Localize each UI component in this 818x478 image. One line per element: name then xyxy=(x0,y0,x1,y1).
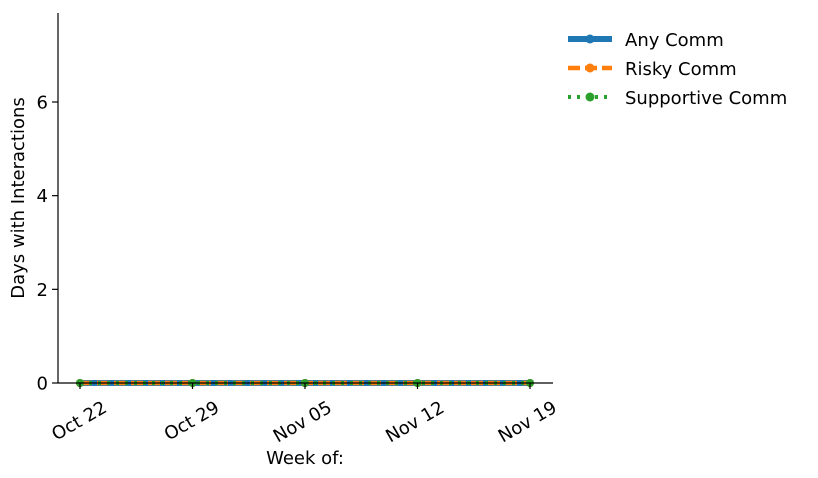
legend-label: Any Comm xyxy=(625,30,724,51)
y-tick-label: 2 xyxy=(37,280,48,301)
x-ticks: Oct 22 Oct 29 Nov 05 Nov 12 Nov 19 xyxy=(48,383,561,447)
legend-marker xyxy=(585,63,595,73)
legend: Any Comm Risky Comm Supportive Comm xyxy=(568,30,787,109)
legend-label: Risky Comm xyxy=(625,59,737,80)
x-tick-label: Nov 05 xyxy=(270,397,336,447)
x-tick-label: Nov 19 xyxy=(495,397,561,447)
legend-entry: Any Comm xyxy=(568,30,724,51)
y-tick-label: 0 xyxy=(37,374,48,395)
legend-label: Supportive Comm xyxy=(625,88,787,109)
x-tick-label: Oct 22 xyxy=(48,397,110,445)
legend-entry: Supportive Comm xyxy=(568,88,787,109)
y-axis-title: Days with Interactions xyxy=(8,97,29,299)
axes xyxy=(57,13,553,384)
y-ticks: 0 2 4 6 xyxy=(37,92,58,395)
x-tick-label: Oct 29 xyxy=(161,397,223,445)
y-tick-label: 6 xyxy=(37,92,48,113)
x-axis-title: Week of: xyxy=(266,448,344,469)
legend-marker xyxy=(585,92,595,102)
legend-entry: Risky Comm xyxy=(568,59,737,80)
legend-marker xyxy=(585,34,595,44)
x-tick-label: Nov 12 xyxy=(382,397,448,447)
y-tick-label: 4 xyxy=(37,186,48,207)
